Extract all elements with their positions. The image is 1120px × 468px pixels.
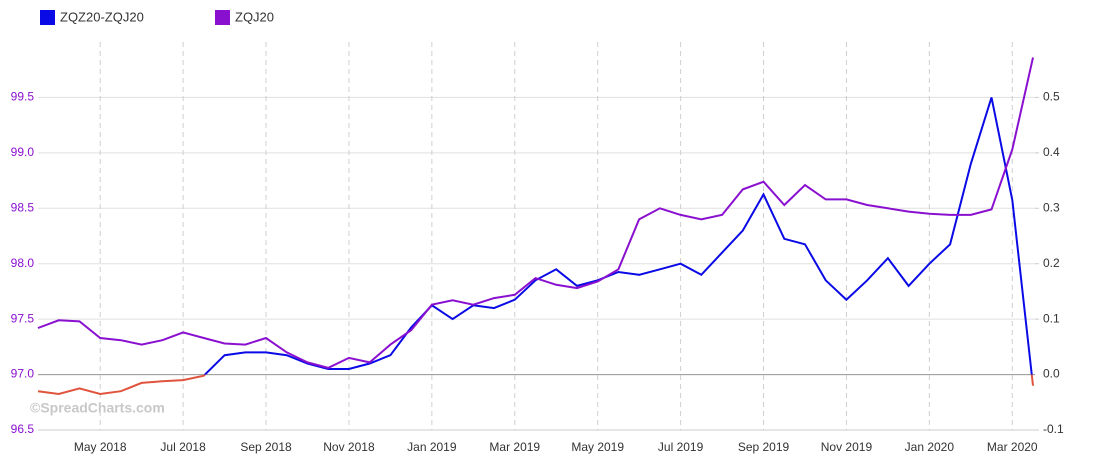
x-tick-label: Jan 2019: [407, 440, 457, 454]
y2-tick-label: -0.1: [1043, 422, 1064, 436]
y2-tick-label: 0.3: [1043, 200, 1060, 214]
x-tick-label: Sep 2019: [738, 440, 790, 454]
x-tick-label: Nov 2018: [323, 440, 375, 454]
line-negative: [37, 374, 1034, 396]
watermark: ©SpreadCharts.com: [30, 400, 165, 416]
legend-swatch: [40, 10, 55, 25]
y-tick-label: 98.0: [11, 256, 35, 270]
x-tick-label: Nov 2019: [821, 440, 873, 454]
y-tick-label: 97.5: [11, 311, 35, 325]
x-tick-label: Sep 2018: [240, 440, 292, 454]
legend-text: ZQZ20-ZQJ20: [60, 9, 144, 24]
y2-tick-label: 0.1: [1043, 311, 1060, 325]
y-tick-label: 99.5: [11, 90, 35, 104]
x-tick-label: Mar 2019: [489, 440, 540, 454]
y2-tick-label: 0.2: [1043, 256, 1060, 270]
line: [203, 97, 1033, 375]
x-tick-label: Jul 2019: [658, 440, 704, 454]
line: [37, 57, 1034, 369]
y2-tick-label: 0.5: [1043, 90, 1060, 104]
legend-text: ZQJ20: [235, 9, 274, 24]
x-tick-label: Jul 2018: [160, 440, 206, 454]
y2-tick-label: 0.4: [1043, 145, 1060, 159]
x-tick-label: May 2018: [74, 440, 127, 454]
y-tick-label: 98.5: [11, 200, 35, 214]
y-tick-label: 97.0: [11, 367, 35, 381]
y-tick-label: 99.0: [11, 145, 35, 159]
y2-tick-label: 0.0: [1043, 367, 1060, 381]
legend-swatch: [215, 10, 230, 25]
x-tick-label: Jan 2020: [905, 440, 955, 454]
y-tick-label: 96.5: [11, 422, 35, 436]
x-tick-label: May 2019: [571, 440, 624, 454]
x-tick-label: Mar 2020: [987, 440, 1038, 454]
